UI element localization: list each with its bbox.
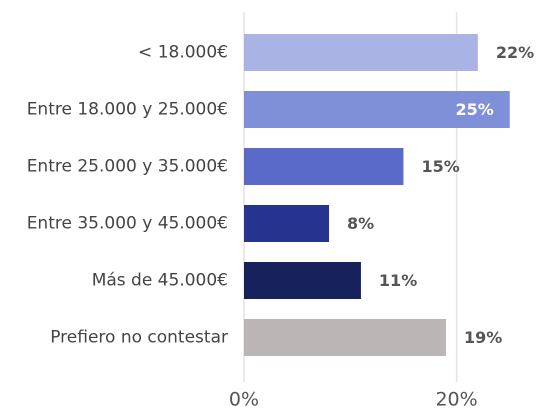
bar xyxy=(244,205,330,242)
bar xyxy=(244,34,478,71)
x-tick-label: 0% xyxy=(229,389,259,411)
category-label: Entre 25.000 y 35.000€ xyxy=(27,157,228,177)
x-tick-label: 20% xyxy=(435,389,477,411)
value-label: 22% xyxy=(496,43,534,62)
bar xyxy=(244,319,446,356)
category-label: Más de 45.000€ xyxy=(92,271,228,291)
value-label: 25% xyxy=(455,100,493,119)
value-label: 15% xyxy=(421,157,459,176)
category-label: Entre 18.000 y 25.000€ xyxy=(27,100,228,120)
bar xyxy=(244,148,404,185)
category-label: < 18.000€ xyxy=(138,43,228,63)
category-label: Prefiero no contestar xyxy=(50,328,228,348)
bar xyxy=(244,262,361,299)
bar xyxy=(244,91,510,128)
value-label: 11% xyxy=(379,271,417,290)
value-label: 8% xyxy=(347,214,374,233)
category-label: Entre 35.000 y 45.000€ xyxy=(27,214,228,234)
value-label: 19% xyxy=(464,328,502,347)
